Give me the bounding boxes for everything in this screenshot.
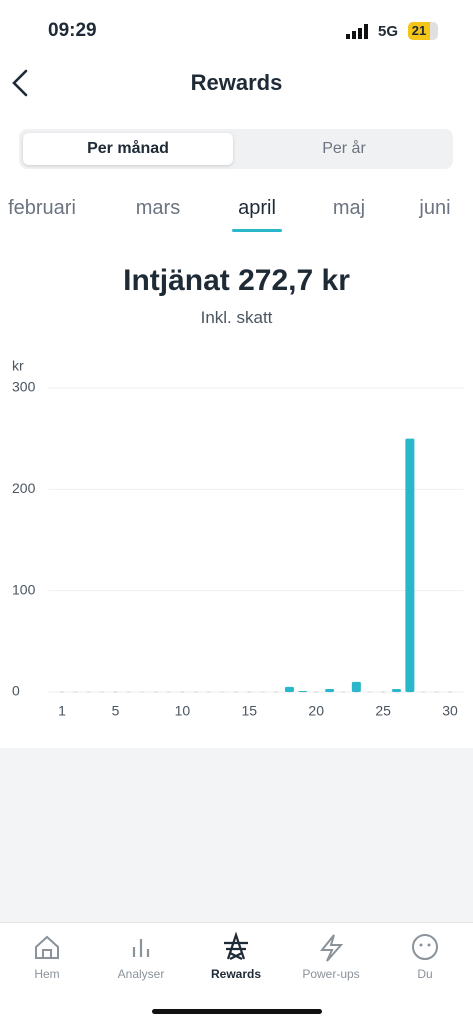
segmented-control: Per månad Per år — [19, 129, 453, 169]
y-tick-label: 300 — [12, 379, 36, 395]
month-tab[interactable]: april — [238, 197, 276, 219]
month-tab[interactable]: februari — [8, 197, 76, 219]
summary-subtitle: Inkl. skatt — [200, 308, 273, 327]
tab[interactable]: Per månad — [23, 133, 233, 165]
bar — [298, 690, 308, 692]
home-indicator — [152, 1009, 322, 1014]
nav-item[interactable]: Du — [417, 967, 433, 981]
y-tick-label: 200 — [12, 480, 36, 496]
summary-title: Intjänat 272,7 kr — [123, 264, 350, 297]
x-tick-label: 15 — [242, 703, 258, 719]
tab[interactable]: Per år — [322, 140, 366, 157]
signal-icon — [346, 24, 368, 39]
month-tab[interactable]: juni — [419, 197, 451, 219]
battery: 21 — [408, 22, 438, 40]
nav-item[interactable]: Power-ups — [302, 967, 360, 981]
y-tick-label: 100 — [12, 581, 36, 597]
x-tick-label: 25 — [375, 703, 391, 719]
network-label: 5G — [378, 23, 399, 40]
nav-item[interactable]: Analyser — [117, 967, 165, 981]
status-time: 09:29 — [48, 20, 97, 41]
empty-panel — [0, 748, 473, 923]
y-tick-label: 0 — [12, 683, 20, 699]
x-tick-label: 20 — [308, 703, 324, 719]
tab-indicator — [232, 229, 282, 232]
x-tick-label: 10 — [175, 703, 191, 719]
header-title: Rewards — [190, 70, 283, 95]
month-tab[interactable]: maj — [332, 197, 366, 219]
bar — [325, 688, 335, 692]
month-tab[interactable]: mars — [135, 197, 181, 219]
x-tick-label: 5 — [112, 703, 120, 719]
bar — [405, 438, 415, 692]
bar — [391, 688, 401, 692]
x-tick-label: 30 — [442, 703, 458, 719]
nav-item[interactable]: Rewards — [210, 967, 262, 981]
bar — [351, 681, 361, 692]
bar — [284, 686, 294, 692]
tab-bar: Hem Analyser Rewards Power-ups Du — [0, 922, 473, 1025]
nav-icons — [35, 931, 438, 962]
nav-item[interactable]: Hem — [34, 967, 60, 981]
battery-level: 21 — [408, 22, 430, 40]
y-axis-label: kr — [12, 358, 24, 374]
back-button[interactable] — [8, 68, 32, 98]
x-tick-label: 1 — [58, 703, 66, 719]
